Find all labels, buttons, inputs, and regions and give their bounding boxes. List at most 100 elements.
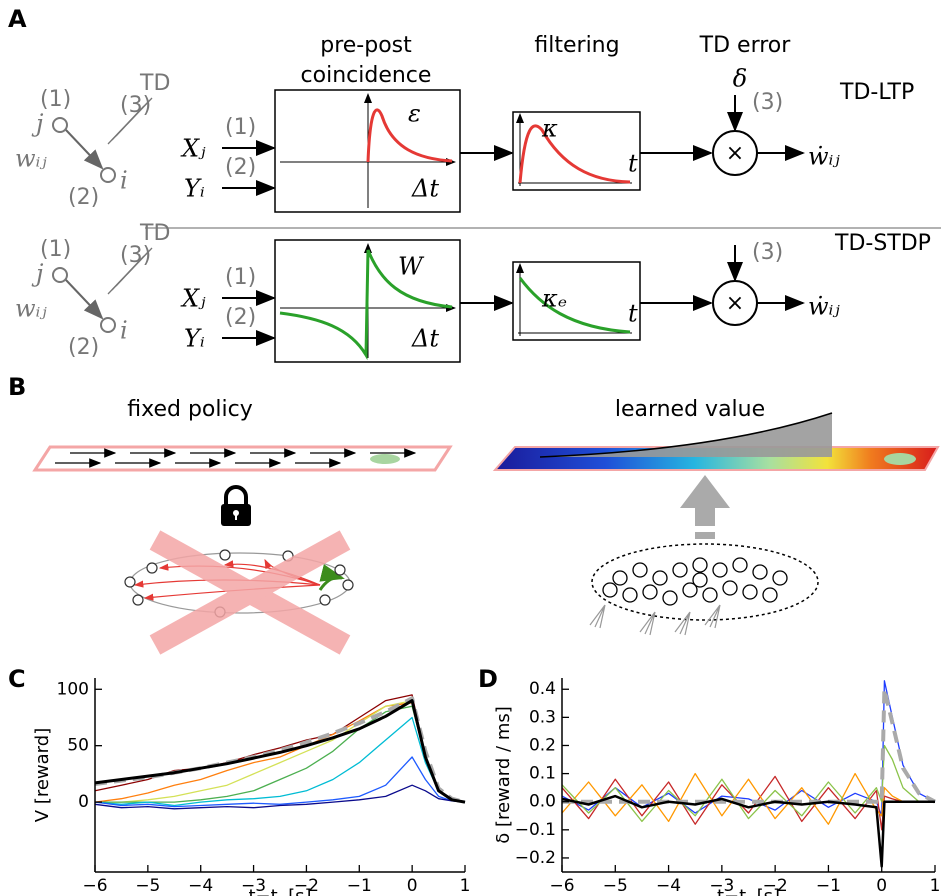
x-tick-label: −3 (709, 876, 734, 896)
y-tick-label: −0.2 (515, 848, 556, 868)
title: learned value (615, 397, 765, 422)
td: TD (139, 71, 170, 96)
goal (884, 453, 916, 465)
panel-label: C (8, 665, 26, 693)
value-area (540, 413, 832, 457)
x-tick-label: 1 (930, 876, 941, 896)
series-line (562, 687, 936, 804)
input-y: Yᵢ (184, 175, 205, 203)
filter-axis: t (628, 300, 638, 328)
kernel-curve (279, 249, 453, 361)
td-line (115, 97, 153, 137)
population-neurons (602, 557, 788, 606)
cross (149, 530, 351, 655)
y-tick-label: 0.1 (529, 764, 556, 784)
x-tick-label: −1 (347, 876, 372, 896)
y-tick-label: 0.2 (529, 735, 556, 755)
mod-tag: (3) (752, 240, 783, 265)
value-curve (539, 412, 833, 458)
neuron (100, 167, 116, 183)
input-x-tag: (1) (225, 265, 256, 290)
x-tick-label: 1 (460, 876, 471, 896)
input-y: Yᵢ (184, 325, 205, 353)
policy-arrows (55, 448, 417, 468)
up-arrow (680, 475, 730, 539)
kernel: ε (408, 100, 421, 128)
y-tick-label: 0.3 (529, 707, 556, 727)
td-tag: (3) (120, 243, 151, 268)
neuron (52, 117, 68, 133)
filter-curve (518, 277, 631, 334)
td-tag: (3) (120, 93, 151, 118)
weight: wᵢⱼ (15, 295, 47, 323)
header: coincidence (301, 63, 432, 88)
y-tick-label: 0.0 (529, 792, 556, 812)
input-x: Xⱼ (180, 135, 206, 163)
filter: κ (541, 115, 558, 143)
x-tick-label: −2 (763, 876, 788, 896)
panel-label: D (478, 665, 498, 693)
times: × (726, 141, 744, 166)
charts: −6−5−4−3−2−101050100t−tᵣ [s]V [reward]−6… (32, 678, 940, 896)
mod-tag: (3) (752, 90, 783, 115)
x-tick-label: −4 (656, 876, 681, 896)
y-tick-label: −0.1 (515, 820, 556, 840)
goal (370, 454, 400, 464)
input-y-tag: (2) (225, 305, 256, 330)
name: TD-LTP (839, 80, 914, 105)
chart: −6 −5 −4 −3 −2 −1 0 1 −0.2 −0.1 0.0 0.1 0.2 0.3 0.4 t−t… (493, 678, 940, 896)
td: TD (139, 221, 170, 246)
synapse (65, 129, 104, 170)
kernel: W (398, 253, 425, 281)
synapse (65, 279, 104, 320)
filter: κₑ (541, 285, 567, 313)
series-line (94, 696, 466, 805)
series-line (561, 744, 935, 823)
title: fixed policy (127, 397, 252, 422)
series-line (94, 784, 466, 810)
input-x: Xⱼ (180, 285, 206, 313)
header: TD error (699, 33, 792, 58)
x-tick-label: −5 (135, 876, 160, 896)
header: filtering (534, 33, 619, 58)
series-line (94, 756, 466, 808)
output: ẇᵢⱼ (808, 293, 840, 321)
pre-tag: (1) (40, 237, 71, 262)
y-axis-label: V [reward] (32, 728, 53, 822)
kernel-curve (366, 108, 453, 163)
lock (221, 485, 251, 526)
x-tick-label: −6 (82, 876, 107, 896)
filter-box (512, 261, 641, 341)
neuron (52, 267, 68, 283)
y-tick-label: 0 (78, 792, 89, 812)
pre: j (31, 110, 44, 138)
x-axis-label: t−tᵣ [s] (249, 886, 312, 896)
series-line (561, 775, 935, 831)
filter-axis: t (628, 150, 638, 178)
name: TD-STDP (834, 231, 931, 256)
series-line (95, 705, 466, 803)
series-line (561, 794, 935, 868)
filter-curve (518, 124, 631, 184)
input-x-tag: (1) (225, 115, 256, 140)
filter-box (512, 111, 641, 191)
x-axis-label: t−tᵣ [s] (717, 886, 780, 896)
series-line (561, 772, 935, 825)
kernel-axis: Δt (411, 175, 439, 203)
panel-label: A (8, 5, 27, 33)
td-line (115, 247, 153, 287)
post-tag: (2) (68, 185, 99, 210)
y-axis-label: δ [reward / ms] (493, 706, 514, 844)
x-tick-label: −4 (188, 876, 213, 896)
pre-tag: (1) (40, 87, 71, 112)
green-connection (318, 564, 345, 591)
y-tick-label: 100 (57, 679, 89, 699)
neuron (100, 317, 116, 333)
x-tick-label: −5 (603, 876, 628, 896)
delta: δ (733, 65, 747, 93)
x-tick-label: −6 (549, 876, 574, 896)
kernel-axis: Δt (411, 325, 439, 353)
panel-label: B (8, 373, 26, 401)
input-y-tag: (2) (225, 155, 256, 180)
